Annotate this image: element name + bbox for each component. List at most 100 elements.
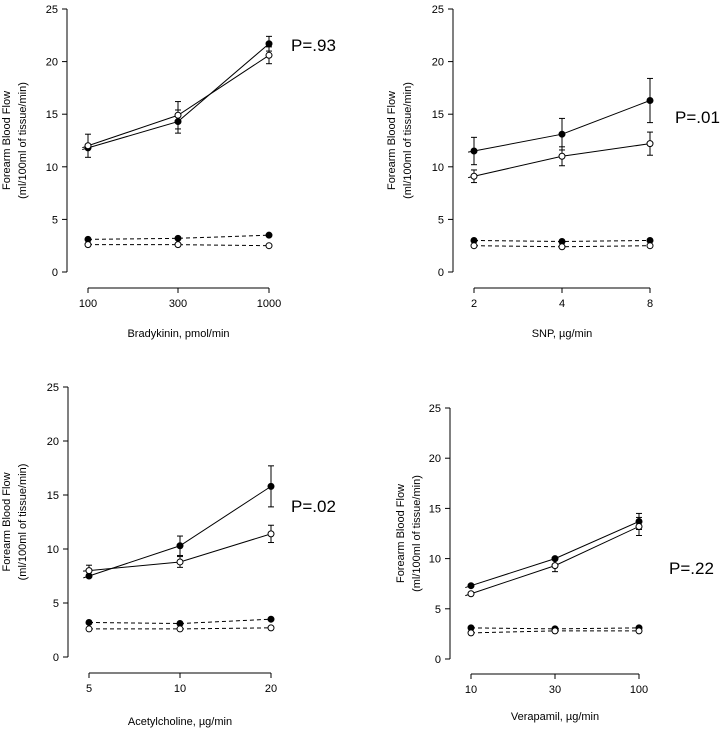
x-axis-title: Bradykinin, pmol/min <box>127 328 229 340</box>
data-point-open <box>85 567 93 575</box>
data-point-open <box>646 140 654 148</box>
data-point-open <box>174 111 182 119</box>
x-tick-label: 30 <box>549 684 561 696</box>
series-dashed-filled <box>470 236 654 245</box>
y-tick-label: 5 <box>438 214 444 226</box>
data-point-open <box>85 625 93 633</box>
data-point-open <box>267 624 275 632</box>
chart-panel-3: 0 5 10 15 20 25 5 10 20 Acetylcholine, µg/min Fore… <box>1 382 336 728</box>
y-axis-title: Forearm Blood Flow <box>395 484 407 583</box>
data-point-filled <box>174 234 182 242</box>
series-solid-open <box>82 524 275 577</box>
y-tick-label: 5 <box>52 214 58 226</box>
series-line <box>468 100 651 153</box>
y-tick-label: 15 <box>46 109 58 121</box>
series-dashed-filled <box>84 231 273 243</box>
data-point-open <box>635 627 643 635</box>
x-tick-label: 100 <box>630 684 648 696</box>
series-solid-open <box>82 46 273 158</box>
x-tick-label: 5 <box>86 683 92 695</box>
series-line <box>83 485 272 579</box>
series-line <box>468 143 651 179</box>
series-dashed-open <box>84 241 273 250</box>
x-axis-title: Acetylcholine, µg/min <box>128 716 232 728</box>
chart-panel-4: 0 5 10 15 20 25 10 30 100 Verapamil, µg/min Forear… <box>395 403 714 723</box>
data-point-open <box>265 51 273 59</box>
x-tick-label: 4 <box>559 298 565 310</box>
x-tick-label: 8 <box>647 298 653 310</box>
data-point-open <box>84 142 92 150</box>
data-point-filled <box>176 542 184 550</box>
data-point-open <box>174 241 182 249</box>
p-value-label: P=.22 <box>669 559 714 578</box>
y-tick-label: 0 <box>438 267 444 279</box>
x-tick-label: 100 <box>79 298 97 310</box>
y-tick-label: 25 <box>47 382 59 394</box>
series-line <box>88 244 270 247</box>
y-tick-label: 15 <box>47 490 59 502</box>
y-tick-label: 0 <box>52 267 58 279</box>
chart-panel-1: 0 5 10 15 20 25 100 300 1000 Bradykinin, pmol/min… <box>1 4 336 340</box>
data-point-open <box>558 243 566 251</box>
y-tick-label: 10 <box>47 544 59 556</box>
data-point-filled <box>558 130 566 138</box>
data-point-open <box>265 242 273 250</box>
series-line <box>465 520 640 589</box>
p-value-label: P=.93 <box>291 36 336 55</box>
series-line <box>87 234 270 240</box>
y-axis-subtitle: (ml/100ml of tissue/min) <box>411 475 423 592</box>
y-tick-label: 20 <box>46 57 58 69</box>
x-axis-title: Verapamil, µg/min <box>511 711 599 723</box>
y-axis-title: Forearm Blood Flow <box>386 91 398 190</box>
y-tick-label: 5 <box>53 598 59 610</box>
data-point-filled <box>265 231 273 239</box>
x-tick-label: 10 <box>465 684 477 696</box>
data-point-open <box>176 625 184 633</box>
data-point-filled <box>267 482 275 490</box>
series-dashed-open <box>470 242 654 251</box>
y-axis-subtitle: (ml/100ml of tissue/min) <box>17 82 29 199</box>
data-point-open <box>470 172 478 180</box>
y-tick-label: 15 <box>432 109 444 121</box>
series-line <box>82 533 272 572</box>
series-line <box>473 239 651 242</box>
y-tick-label: 5 <box>435 604 441 616</box>
data-point-filled <box>267 615 275 623</box>
series-solid-filled <box>465 512 643 590</box>
y-tick-label: 10 <box>432 162 444 174</box>
series-dashed-filled <box>85 615 275 628</box>
x-tick-label: 1000 <box>257 298 281 310</box>
data-point-open <box>558 152 566 160</box>
y-tick-label: 20 <box>429 453 441 465</box>
data-point-open <box>84 241 92 249</box>
y-axis-subtitle: (ml/100ml of tissue/min) <box>402 82 414 199</box>
series-solid-open <box>465 516 643 598</box>
x-tick-label: 10 <box>174 683 186 695</box>
data-point-open <box>551 562 559 570</box>
series-line <box>465 526 640 597</box>
x-tick-label: 300 <box>169 298 187 310</box>
data-point-filled <box>470 147 478 155</box>
x-tick-label: 20 <box>265 683 277 695</box>
y-tick-label: 10 <box>429 554 441 566</box>
series-line <box>473 245 651 248</box>
y-tick-label: 10 <box>46 162 58 174</box>
series-solid-open <box>468 131 654 184</box>
y-axis-title: Forearm Blood Flow <box>1 472 13 571</box>
y-tick-label: 25 <box>432 4 444 16</box>
p-value-label: P=.01 <box>675 108 720 127</box>
data-point-filled <box>85 618 93 626</box>
data-point-open <box>267 530 275 538</box>
x-axis-title: SNP, µg/min <box>532 328 593 340</box>
data-point-open <box>467 590 475 598</box>
x-tick-label: 2 <box>471 298 477 310</box>
data-point-filled <box>467 582 475 590</box>
data-point-filled <box>646 97 654 105</box>
y-tick-label: 0 <box>435 654 441 666</box>
data-point-open <box>470 242 478 250</box>
series-solid-filled <box>468 77 654 166</box>
data-point-filled <box>265 40 273 48</box>
data-point-open <box>551 627 559 635</box>
data-point-open <box>646 242 654 250</box>
y-tick-label: 0 <box>53 652 59 664</box>
